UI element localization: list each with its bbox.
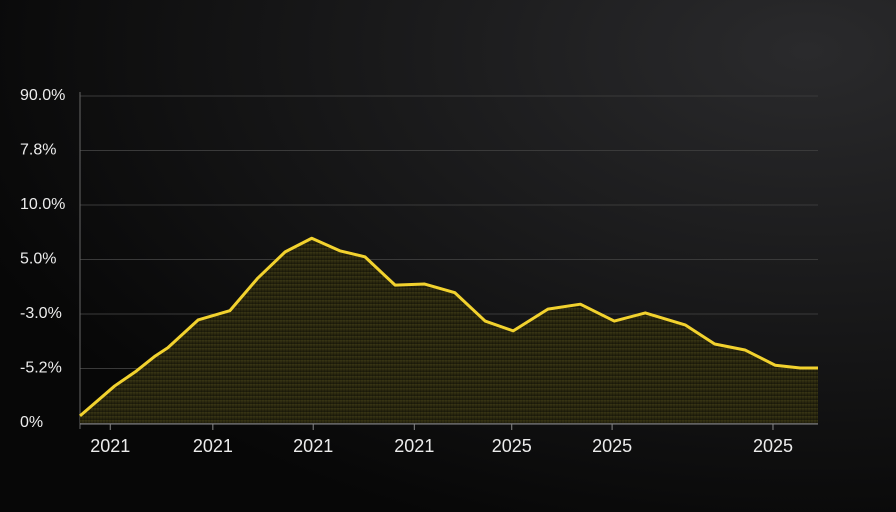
line (79, 236, 818, 418)
y-tick-label: 90.0% (20, 87, 65, 104)
x-tick-label: 2021 (394, 436, 434, 456)
x-tick-label: 2025 (592, 436, 632, 456)
y-tick-label: -3.0% (20, 305, 62, 322)
area-fill (80, 238, 818, 423)
x-tick-label: 2025 (492, 436, 532, 456)
x-tick-label: 2025 (753, 436, 793, 456)
x-tick-label: 2021 (90, 436, 130, 456)
x-tick-label: 2021 (193, 436, 233, 456)
y-tick-label: 7.8% (20, 142, 56, 159)
y-tick-label: -5.2% (20, 360, 62, 377)
y-tick-label: 0% (20, 414, 43, 431)
x-tick-label: 2021 (293, 436, 333, 456)
y-tick-label: 5.0% (20, 251, 56, 268)
y-tick-label: 10.0% (20, 196, 65, 213)
